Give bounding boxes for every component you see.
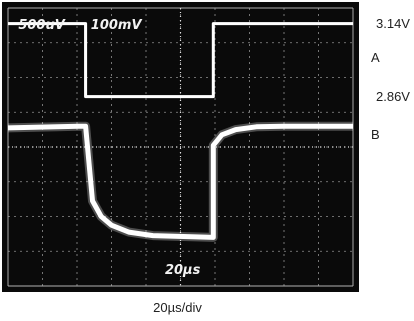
channel-2-scale-label: 100mV: [91, 18, 143, 33]
channel-1-scale-label: 500uV: [18, 18, 65, 33]
scope-grid: [7, 7, 354, 287]
trace-label-a: A: [371, 50, 380, 66]
scope-annotations: 500uV 100mV 20µs: [18, 18, 200, 278]
level-label-upper: 3.14V: [376, 15, 410, 31]
scope-traces: [7, 22, 353, 242]
trace-label-b: B: [371, 126, 380, 142]
level-label-lower: 2.86V: [376, 88, 410, 104]
timebase-corner-label: 20µs: [165, 263, 201, 278]
x-axis-label: 20µs/div: [153, 300, 202, 315]
trace-b: [7, 123, 353, 240]
trace-a: [8, 22, 353, 98]
